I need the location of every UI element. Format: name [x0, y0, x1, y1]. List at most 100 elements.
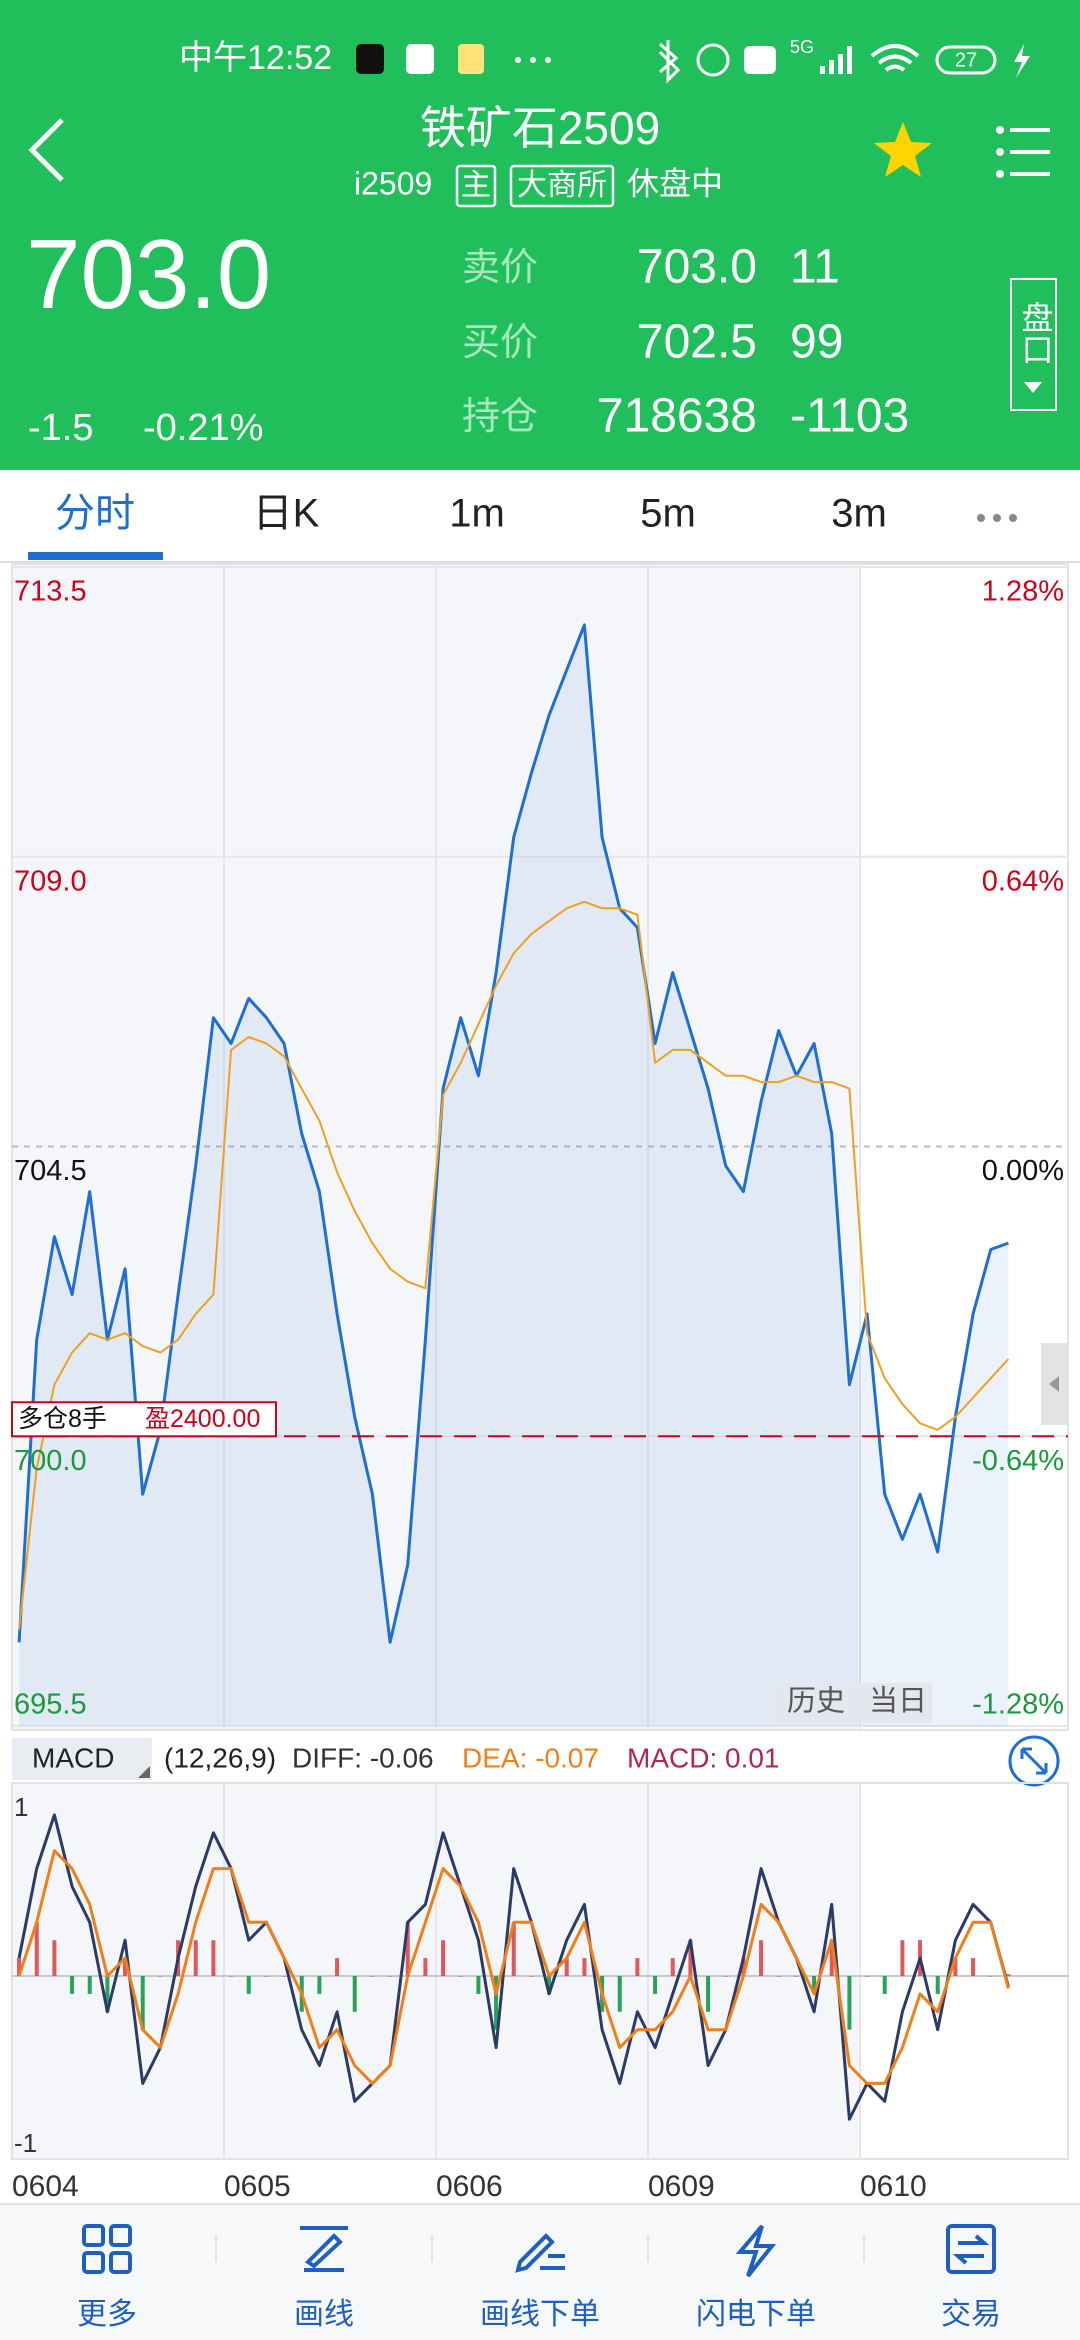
quote-price: 703.0	[637, 241, 757, 294]
macd-bar	[935, 1976, 940, 1994]
y2-tick-label: 0.64%	[982, 865, 1064, 897]
trading-status: 休盘中	[627, 165, 723, 201]
tab[interactable]: 5m	[640, 492, 696, 536]
macd-bar	[617, 1976, 622, 2012]
tab-more[interactable]	[977, 514, 1017, 522]
y-tick-label: 713.5	[14, 576, 87, 608]
network-type: 5G	[790, 37, 814, 57]
quote-volume: -1103	[790, 390, 909, 443]
range-option[interactable]: 历史	[787, 1685, 845, 1718]
tab[interactable]: 分时	[55, 492, 135, 536]
tab[interactable]: 1m	[449, 492, 505, 536]
macd-bar	[370, 1976, 375, 1977]
quote-label: 卖价	[462, 247, 538, 289]
tab[interactable]: 日K	[253, 492, 320, 536]
y-tick-label: 700.0	[14, 1445, 87, 1477]
range-option[interactable]: 当日	[869, 1685, 927, 1718]
macd-bar	[317, 1976, 322, 1994]
macd-bar	[140, 1976, 145, 2030]
battery-icon	[935, 45, 997, 75]
indicator-name: MACD	[32, 1742, 114, 1773]
status-icon	[458, 44, 484, 74]
quote-label: 持仓	[462, 396, 538, 438]
macd-bar	[829, 1940, 834, 1976]
quote-volume: 11	[790, 241, 840, 294]
charging-icon	[1014, 44, 1030, 78]
tab[interactable]: 3m	[831, 492, 887, 536]
position-label: 多仓8手	[18, 1405, 107, 1433]
macd-bar	[105, 1976, 110, 2012]
x-tick-label: 0609	[648, 2170, 715, 2203]
macd-bar	[458, 1976, 463, 1977]
nav-item[interactable]: 画线下单	[480, 2298, 600, 2331]
price-chart: 713.5 709.0 704.5 700.0 695.5 1.28% 0.64% 0.00%…	[11, 564, 1068, 1729]
macd-bar	[441, 1940, 446, 1976]
instrument-code: i2509	[354, 165, 432, 201]
tag-exchange: 大商所	[517, 169, 607, 202]
last-price: 703.0	[26, 219, 271, 329]
nav-item[interactable]: 交易	[941, 2298, 1001, 2331]
y-tick-label: 1	[14, 1792, 28, 1822]
nav-item[interactable]: 画线	[294, 2298, 354, 2331]
macd-bar	[264, 1976, 269, 1977]
y2-tick-label: 1.28%	[982, 576, 1064, 608]
nav-item[interactable]: 更多	[77, 2298, 137, 2331]
status-icon	[356, 44, 384, 74]
menu-button[interactable]	[996, 126, 1050, 178]
expand-button[interactable]	[1008, 1735, 1060, 1787]
hd-icon	[744, 46, 776, 74]
macd-bar	[229, 1976, 234, 1977]
x-tick-label: 0610	[860, 2170, 927, 2203]
quote-price: 718638	[597, 390, 757, 443]
quote-label: 买价	[462, 322, 538, 364]
macd-bar	[282, 1976, 287, 1977]
macd-bar	[900, 1940, 905, 1976]
price-line	[17, 623, 1009, 1644]
tag-box	[509, 164, 615, 208]
macd-chart: 1 -1	[12, 1783, 1068, 2159]
macd-bar	[988, 1976, 993, 1977]
indicator-select-arrow	[138, 1766, 150, 1778]
y-tick-label: 709.0	[14, 865, 87, 897]
bluetooth-icon	[658, 40, 681, 84]
macd-bar	[564, 1958, 569, 1976]
back-button[interactable]	[28, 118, 64, 182]
y-tick-label: 695.5	[14, 1689, 87, 1721]
nav-item[interactable]: 闪电下单	[696, 2298, 816, 2331]
indicator-stat: DIFF: -0.06	[292, 1742, 434, 1773]
macd-bar	[865, 1976, 870, 1977]
nav-icons	[82, 2224, 996, 2278]
y2-tick-label: -1.28%	[972, 1689, 1064, 1721]
y2-tick-label: 0.00%	[982, 1155, 1064, 1187]
range-toggle[interactable]	[776, 1683, 932, 1723]
macd-bar	[158, 1976, 163, 1977]
favorite-star[interactable]	[874, 122, 932, 177]
price-change-pct: -0.21%	[143, 407, 263, 449]
tab-indicator	[28, 552, 163, 560]
macd-bar	[123, 1958, 128, 1976]
macd-bar	[70, 1976, 75, 1994]
macd-bar	[653, 1976, 658, 1994]
macd-bar	[405, 1922, 410, 1976]
macd-bar	[882, 1976, 887, 1994]
side-handle-arrow	[1049, 1376, 1059, 1392]
macd-bar	[17, 1958, 22, 1976]
macd-bar	[511, 1922, 516, 1976]
macd-bar	[494, 1976, 499, 2030]
macd-bar	[635, 1958, 640, 1976]
macd-bar	[547, 1976, 552, 1994]
panel-button-label: 盘口	[1018, 301, 1054, 365]
indicator-select[interactable]	[12, 1738, 152, 1780]
price-area	[19, 624, 1009, 1726]
macd-bar	[670, 1958, 675, 1976]
signal-icon	[820, 46, 852, 74]
indicator-stat: MACD: 0.01	[627, 1742, 780, 1773]
macd-bar	[971, 1958, 976, 1976]
macd-bar	[335, 1958, 340, 1976]
macd-bar	[847, 1976, 852, 2030]
indicator-params: (12,26,9)	[164, 1742, 276, 1773]
macd-bar	[87, 1976, 92, 1994]
macd-bar	[953, 1958, 958, 1976]
alarm-icon	[696, 43, 730, 77]
panel-button[interactable]	[1010, 278, 1057, 411]
